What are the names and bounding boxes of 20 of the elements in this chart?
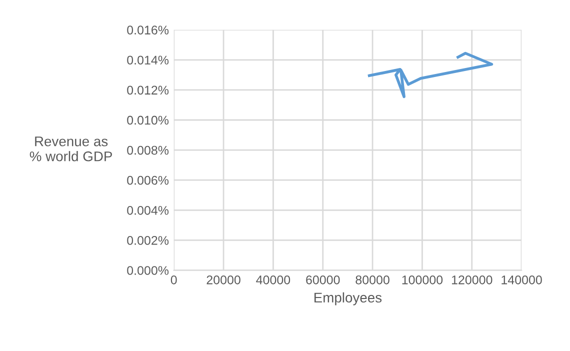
y-tick-label: 0.014% bbox=[127, 56, 169, 65]
y-tick-label: 0.000% bbox=[127, 266, 169, 275]
x-axis-title: Employees bbox=[314, 292, 382, 306]
x-tick-label: 120000 bbox=[452, 275, 492, 284]
y-tick-label: 0.010% bbox=[127, 116, 169, 125]
y-axis-title: Revenue as % world GDP bbox=[30, 136, 112, 162]
x-tick-label: 80000 bbox=[356, 275, 390, 284]
y-tick-label: 0.008% bbox=[127, 146, 169, 155]
line-series bbox=[368, 52, 494, 98]
x-tick-label: 0 bbox=[170, 275, 177, 284]
x-tick-label: 100000 bbox=[402, 275, 443, 284]
y-tick-label: 0.004% bbox=[127, 206, 169, 215]
x-tick-label: 20000 bbox=[206, 275, 240, 284]
x-tick-label: 140000 bbox=[502, 275, 542, 284]
x-tick-label: 40000 bbox=[256, 275, 290, 284]
y-tick-label: 0.002% bbox=[127, 236, 169, 245]
y-tick-label: 0.006% bbox=[127, 176, 169, 185]
y-tick-label: 0.016% bbox=[127, 26, 169, 34]
x-tick-label: 60000 bbox=[306, 275, 340, 284]
y-tick-label: 0.012% bbox=[127, 86, 169, 95]
